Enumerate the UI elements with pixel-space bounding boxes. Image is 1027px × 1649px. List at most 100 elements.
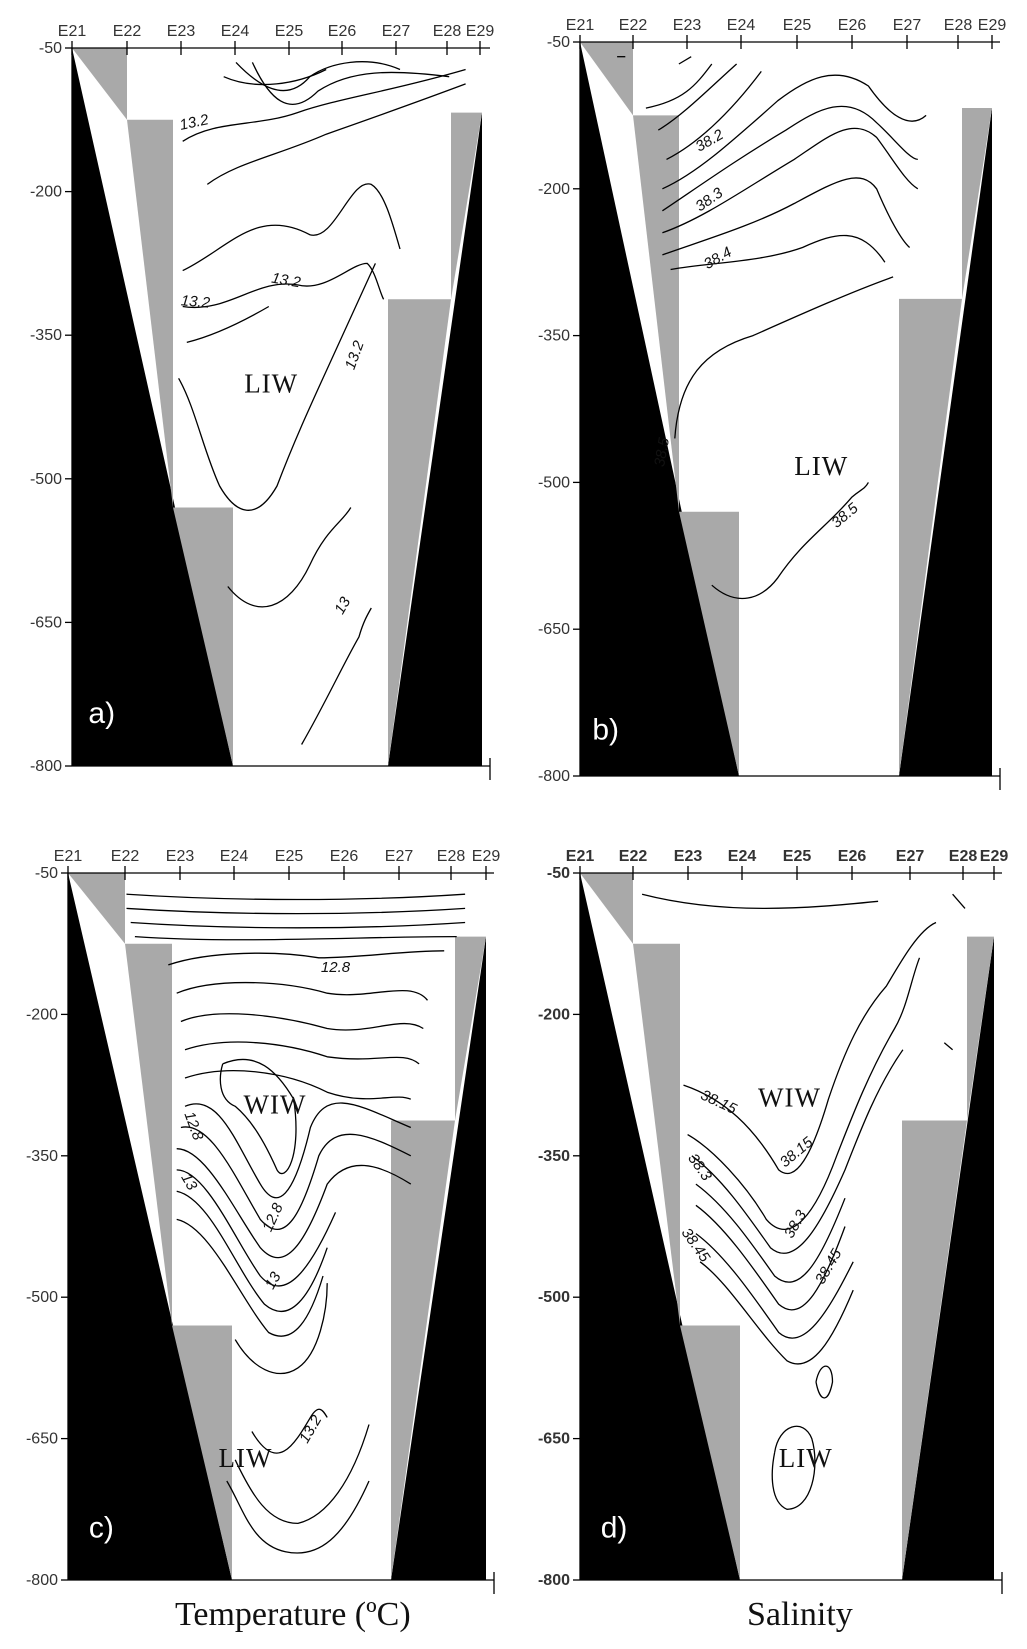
station-label: E28 (949, 848, 978, 865)
contour-label: 38.15 (698, 1087, 740, 1119)
depth-label: -350 (538, 1148, 570, 1165)
slope-left-top (580, 873, 633, 944)
depth-label: -350 (30, 327, 62, 344)
station-label: E28 (944, 17, 973, 34)
contour-label: 13 (177, 1170, 200, 1194)
panel-letter: c) (89, 1512, 114, 1545)
contour-line (251, 62, 450, 105)
station-label: E22 (619, 848, 648, 865)
panel-letter: a) (88, 697, 115, 730)
station-label: E22 (619, 17, 648, 34)
station-label: E25 (275, 23, 304, 40)
panel-letter: b) (592, 713, 619, 746)
contour-line (184, 1070, 412, 1100)
slope-right-top (962, 108, 992, 299)
contour-line (695, 1233, 854, 1339)
slope-left-low (173, 507, 233, 766)
station-label: E21 (566, 17, 595, 34)
slope-left-mid (127, 119, 173, 508)
contour-label: 12.8 (321, 959, 351, 976)
contour-line (952, 893, 966, 909)
contour-line (180, 1013, 424, 1031)
contour-line (178, 263, 376, 511)
contour-line (771, 1425, 816, 1510)
contour-line (182, 262, 385, 309)
station-label: E27 (382, 23, 411, 40)
water-mass-label: LIW (794, 451, 848, 481)
contour-label: 38.4 (701, 244, 735, 273)
contour-label: 38.5 (651, 436, 673, 468)
slope-right-top (455, 936, 486, 1121)
slope-left-mid (633, 943, 680, 1326)
depth-label: -50 (39, 40, 62, 57)
contour-label: 13.2 (180, 292, 211, 312)
contour-line (691, 1049, 904, 1254)
station-label: E25 (275, 848, 304, 865)
panel-c: E21 E22 E23 E24 E25 E26 E27 E28 E29 -50 -200 -350 -5… (26, 848, 500, 1594)
contour-line (134, 935, 457, 941)
contour-label: 13.2 (342, 338, 368, 372)
station-label: E27 (893, 17, 922, 34)
contour-label: 38.45 (812, 1246, 846, 1288)
contour-label: 12.8 (180, 1109, 206, 1143)
land-right (899, 108, 992, 776)
slope-right-low (391, 1120, 455, 1580)
contour-line (219, 1058, 297, 1175)
station-label: E23 (674, 848, 703, 865)
contour-line (683, 921, 937, 1175)
panel-d: E21 E22 E23 E24 E25 E26 E27 E28 E29 -50 -200 -350 -5… (538, 848, 1008, 1594)
land-right (391, 936, 486, 1580)
contour-line (666, 71, 762, 160)
contour-label: 38.3 (684, 1151, 715, 1185)
depth-label: -200 (538, 181, 570, 198)
slope-left-top (580, 42, 633, 116)
slope-right-low (388, 299, 451, 766)
contour-line (184, 1041, 420, 1065)
station-label: E28 (433, 23, 462, 40)
station-label: E23 (167, 23, 196, 40)
slope-right-low (902, 1120, 967, 1580)
contour-line (235, 61, 401, 92)
contour-line (711, 482, 869, 600)
contour-line (176, 1218, 324, 1337)
slope-left-top (72, 48, 127, 120)
station-label: E24 (221, 23, 250, 40)
contour-line (943, 1042, 954, 1051)
contour-line (687, 957, 921, 1231)
panel-letter: d) (601, 1512, 628, 1545)
depth-label: -200 (26, 1006, 58, 1023)
caption-salinity: Salinity (747, 1596, 853, 1633)
contour-line (662, 105, 918, 212)
slope-left-low (679, 511, 739, 776)
contour-line (126, 907, 466, 915)
contour-line (206, 83, 466, 185)
station-label: E23 (166, 848, 195, 865)
slope-right-top (967, 936, 994, 1121)
contour-line (234, 1283, 328, 1375)
station-label: E21 (58, 23, 87, 40)
panel-b: E21 E22 E23 E24 E25 E26 E27 E28 E29 -50 -200 -350 -5… (538, 17, 1006, 790)
station-label: E25 (783, 17, 812, 34)
depth-label: -200 (30, 184, 62, 201)
water-mass-label: WIW (758, 1082, 821, 1112)
station-label: E24 (728, 848, 757, 865)
contour-line (180, 1126, 412, 1231)
water-mass-label: LIW (779, 1443, 833, 1473)
station-label: E29 (466, 23, 495, 40)
contour-line (227, 507, 352, 608)
contour-line (678, 56, 692, 65)
depth-label: -50 (547, 865, 570, 882)
contour-line (251, 1408, 328, 1454)
station-label: E26 (838, 848, 867, 865)
depth-label: -500 (538, 1289, 570, 1306)
caption-temperature: Temperature (ºC) (175, 1596, 411, 1633)
slope-left-top (68, 873, 125, 944)
station-label: E21 (566, 848, 595, 865)
contour-label: 38.2 (693, 126, 727, 156)
contour-line (670, 234, 886, 271)
contour-label: 13.2 (296, 1412, 326, 1446)
depth-label: -650 (26, 1431, 58, 1448)
station-label: E29 (978, 17, 1007, 34)
depth-label: -50 (547, 34, 570, 51)
